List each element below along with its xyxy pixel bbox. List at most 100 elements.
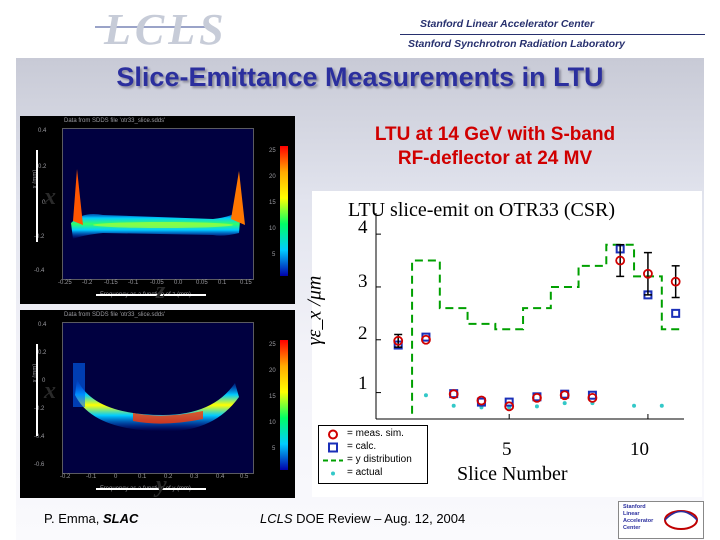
legend-item-actual: = actual: [323, 467, 427, 480]
bottom-density-plot: [62, 322, 254, 474]
bottom-density-panel: Data from SDDS file 'otr33_slice.sdds' x…: [20, 310, 295, 498]
slide-subtitle: LTU at 14 GeV with S-band RF-deflector a…: [330, 123, 660, 171]
bottom-xtick: 0: [114, 474, 118, 480]
author-org: SLAC: [103, 511, 139, 526]
author-name: P. Emma,: [44, 511, 104, 526]
data-point-meas: [587, 392, 598, 403]
top-ytick: -0.4: [34, 268, 45, 274]
data-point-meas: [393, 335, 404, 346]
subtitle-line-2: RF-deflector at 24 MV: [397, 148, 593, 169]
top-xtick: -0.1: [128, 280, 139, 286]
top-ytick: 0.4: [38, 128, 47, 134]
data-point-actual: [562, 401, 567, 406]
bottom-y-arrow: [96, 488, 206, 490]
top-z-symbol: z: [156, 278, 166, 304]
bottom-xtick: 0.2: [164, 474, 173, 480]
bottom-cbar-tick: 5: [272, 446, 276, 452]
top-caption: Data from SDDS file 'otr33_slice.sdds': [64, 118, 166, 124]
chart-xlabel: Slice Number: [457, 463, 568, 485]
top-xtick: 0.1: [218, 280, 227, 286]
event-org: LCLS: [260, 511, 293, 526]
top-z-arrow: [96, 294, 206, 296]
top-xtick: -0.25: [58, 280, 72, 286]
top-ytick: 0.2: [38, 164, 47, 170]
bottom-colorbar: [280, 340, 288, 470]
data-point-actual: [423, 393, 428, 398]
top-cbar-tick: 10: [269, 226, 276, 232]
bottom-cbar-tick: 20: [269, 368, 276, 374]
chart-title: LTU slice-emit on OTR33 (CSR): [348, 199, 616, 221]
data-point-meas: [448, 389, 459, 400]
top-x-arrow: [36, 150, 38, 242]
bottom-cbar-tick: 15: [269, 394, 276, 400]
circle-marker-icon: [328, 429, 338, 440]
data-point-meas: [476, 395, 487, 406]
dot-marker-icon: [331, 471, 335, 476]
bottom-ytick: -0.6: [34, 462, 45, 468]
bottom-density-image: [73, 363, 239, 432]
data-point-actual: [451, 403, 456, 408]
bottom-ytick: 0.2: [38, 350, 47, 356]
data-point-meas: [504, 401, 515, 412]
top-ytick: 0: [42, 200, 46, 206]
y-tick-label: 1: [358, 373, 368, 394]
bottom-ytick: 0.4: [38, 322, 47, 328]
top-density-image: [71, 169, 245, 239]
legend-label: = actual: [347, 467, 383, 478]
slac-logo-emblem: [664, 510, 698, 530]
top-ytick: -0.2: [34, 234, 45, 240]
slac-logo-line: Center: [623, 525, 641, 531]
data-point-meas: [615, 255, 626, 266]
data-point-calc: [671, 308, 681, 318]
slide-title: Slice-Emittance Measurements in LTU: [116, 62, 604, 92]
dashed-line-icon: [323, 459, 343, 462]
bottom-x-symbol: x: [44, 378, 56, 404]
x-tick-label: 10: [630, 439, 649, 460]
data-point-meas: [559, 390, 570, 401]
top-cbar-tick: 15: [269, 200, 276, 206]
top-xtick: 0.05: [196, 280, 208, 286]
chart-legend: = meas. sim. = calc. = y distribution = …: [318, 425, 428, 484]
lcls-logo: LCLS: [104, 5, 228, 54]
top-colorbar: [280, 146, 288, 276]
data-point-meas: [670, 276, 681, 287]
y-tick-label: 3: [358, 271, 368, 292]
top-density-panel: Data from SDDS file 'otr33_slice.sdds' x…: [20, 116, 295, 304]
footer-author: P. Emma, SLAC: [44, 511, 138, 526]
header-divider: [400, 34, 705, 35]
legend-label: = y distribution: [347, 454, 412, 465]
bottom-xtick: -0.2: [60, 474, 71, 480]
bottom-cbar-tick: 10: [269, 420, 276, 426]
data-point-actual: [659, 403, 664, 408]
bottom-x-arrow: [36, 344, 38, 436]
top-xtick: -0.15: [104, 280, 118, 286]
top-density-plot: [62, 128, 254, 280]
legend-item-dist: = y distribution: [323, 454, 427, 467]
chart-plot-svg: [375, 213, 684, 420]
series-line-y-distribution: [411, 243, 684, 414]
legend-label: = calc.: [347, 441, 377, 452]
bottom-ytick: 0: [42, 378, 46, 384]
top-cbar-tick: 5: [272, 252, 276, 258]
subtitle-line-1: LTU at 14 GeV with S-band: [374, 124, 616, 145]
bottom-ytick: -0.4: [34, 434, 45, 440]
event-text: DOE Review – Aug. 12, 2004: [292, 511, 466, 526]
data-point-meas: [643, 268, 653, 279]
lab-name-2: Stanford Synchrotron Radiation Laborator…: [408, 38, 626, 50]
bottom-xtick: -0.1: [86, 474, 97, 480]
top-xtick: -0.05: [150, 280, 164, 286]
bottom-xtick: 0.5: [240, 474, 249, 480]
top-cbar-tick: 25: [269, 148, 276, 154]
slice-emittance-chart: LTU slice-emit on OTR33 (CSR) γε_x /μm 4…: [304, 191, 702, 497]
header-bar: LCLS Stanford Linear Accelerator Center …: [0, 0, 720, 58]
data-point-calc: [504, 397, 514, 407]
bottom-cbar-tick: 25: [269, 342, 276, 348]
x-tick-label: 5: [502, 439, 512, 460]
square-marker-icon: [328, 442, 338, 453]
bottom-ytick: -0.2: [34, 406, 45, 412]
bottom-xtick: 0.4: [216, 474, 225, 480]
bottom-xtick: 0.3: [190, 474, 199, 480]
bottom-caption: Data from SDDS file 'otr33_slice.sdds': [64, 312, 166, 318]
top-xtick: 0.15: [240, 280, 252, 286]
logo-underline: [95, 26, 205, 28]
